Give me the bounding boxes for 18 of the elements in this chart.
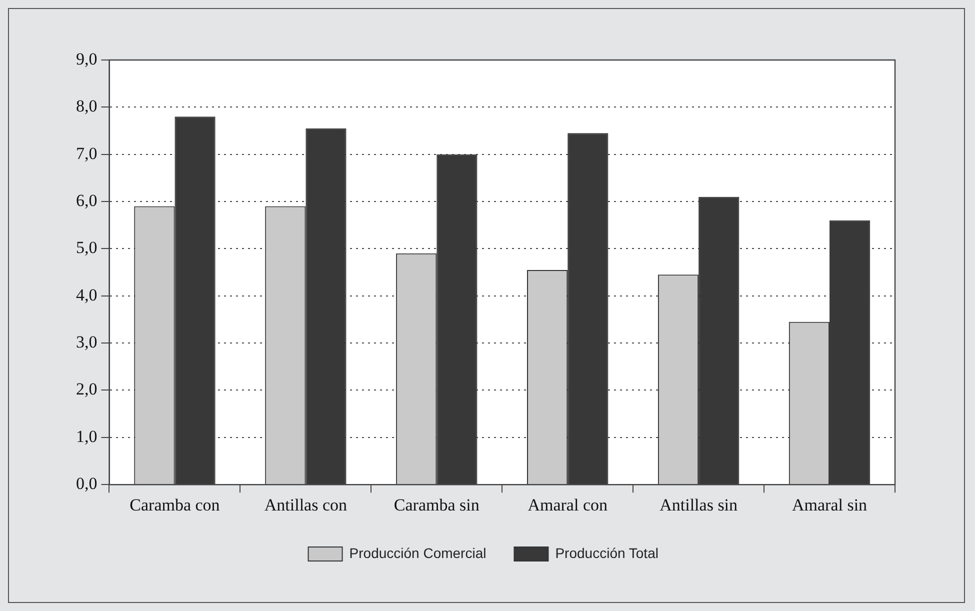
legend-label: Producción Comercial — [349, 544, 486, 561]
y-tick-label: 2,0 — [76, 380, 98, 399]
y-tick-label: 6,0 — [76, 191, 98, 210]
y-tick-label: 9,0 — [76, 49, 98, 68]
x-tick-label: Amaral con — [528, 495, 608, 514]
legend-label: Producción Total — [555, 544, 658, 561]
y-tick-label: 0,0 — [76, 474, 98, 494]
x-tick-label: Caramba con — [130, 495, 220, 514]
x-tick-label: Caramba sin — [394, 495, 480, 514]
y-tick-label: 7,0 — [76, 144, 98, 163]
x-tick-label: Antillas sin — [660, 495, 738, 514]
y-tick-label: 5,0 — [76, 238, 98, 258]
y-tick-label: 8,0 — [76, 96, 98, 116]
y-tick-label: 3,0 — [76, 332, 98, 352]
y-tick-label: 1,0 — [76, 426, 98, 446]
x-tick-label: Antillas con — [264, 495, 348, 514]
x-tick-label: Amaral sin — [792, 495, 868, 514]
y-tick-label: 4,0 — [76, 285, 98, 304]
